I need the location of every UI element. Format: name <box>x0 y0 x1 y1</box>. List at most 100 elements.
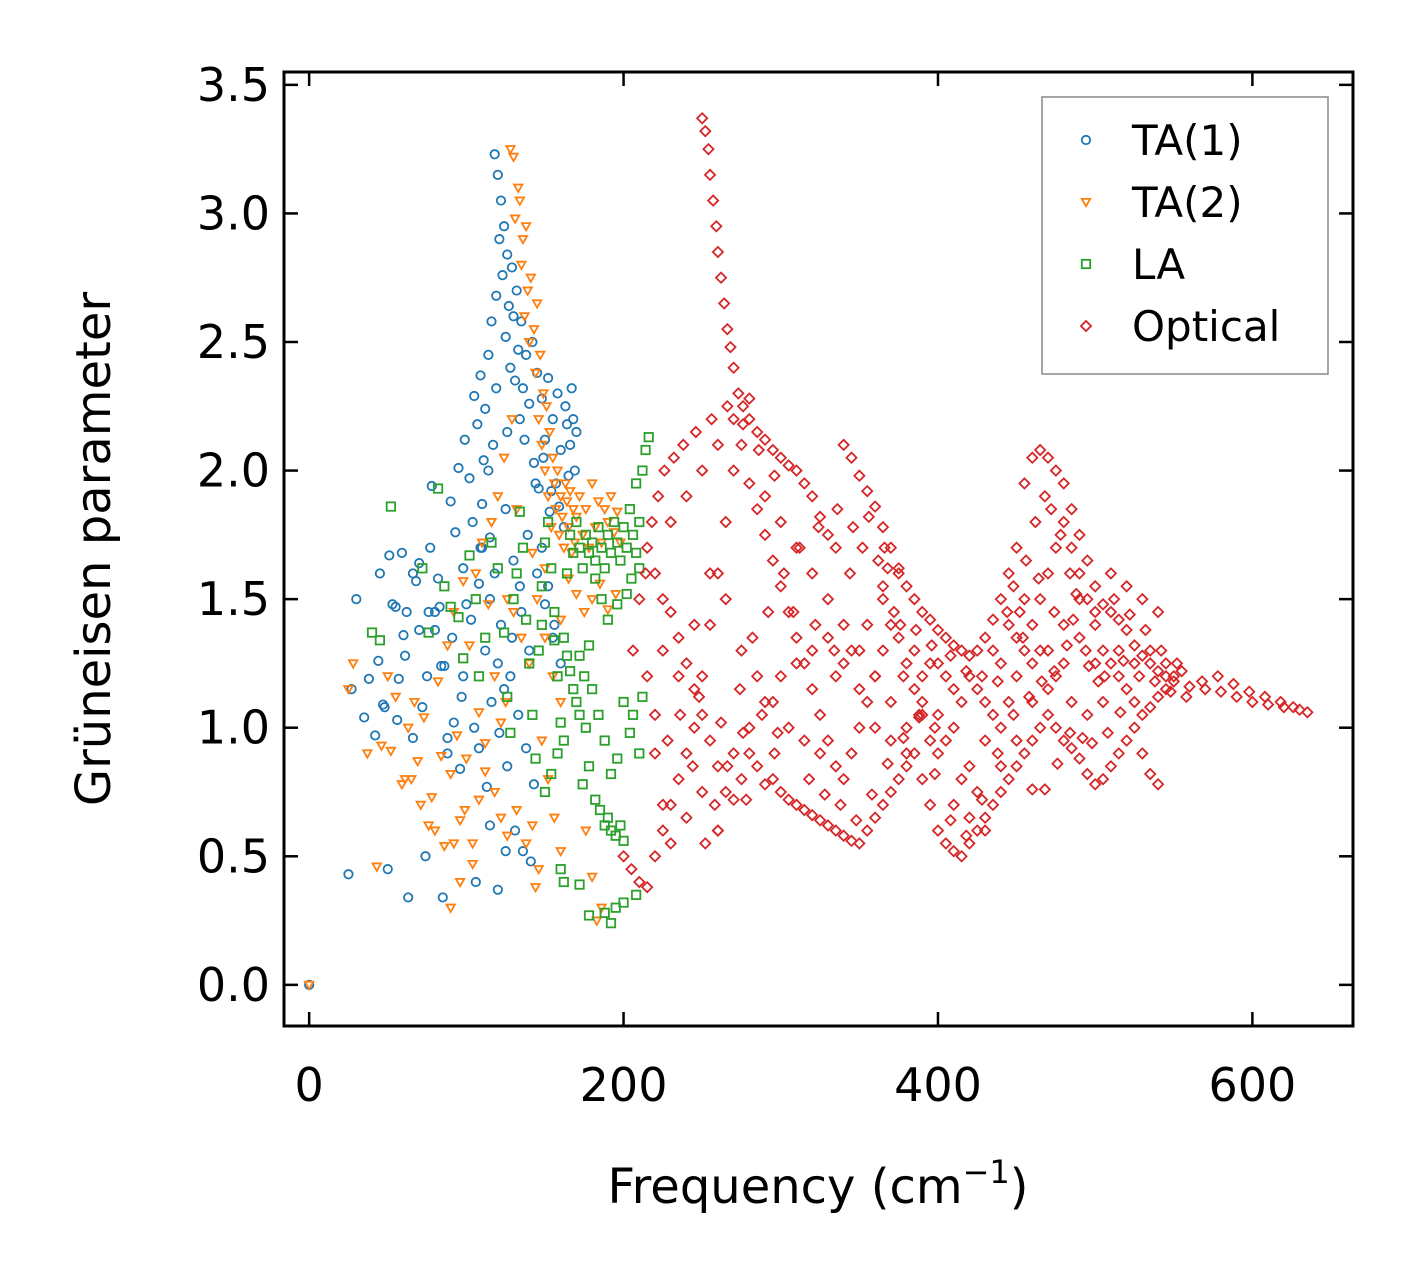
data-point <box>554 697 567 709</box>
data-point <box>514 581 525 592</box>
data-point <box>542 775 554 786</box>
data-point <box>520 839 532 850</box>
data-point <box>403 892 414 903</box>
data-point <box>821 819 835 832</box>
data-point <box>530 478 541 489</box>
data-point <box>514 506 525 517</box>
data-point <box>782 459 795 472</box>
data-point <box>892 561 905 575</box>
data-point <box>466 859 479 871</box>
data-point <box>498 627 510 638</box>
data-point <box>721 322 734 336</box>
data-point <box>591 916 603 927</box>
data-point <box>774 785 788 799</box>
data-point <box>695 111 709 125</box>
data-point <box>599 563 610 574</box>
data-point <box>464 473 475 484</box>
data-point <box>549 635 560 646</box>
data-point <box>545 523 558 534</box>
data-point <box>884 695 898 709</box>
data-point <box>939 837 953 850</box>
y-tick-label: 0.5 <box>197 829 270 883</box>
data-point <box>494 727 505 738</box>
data-point <box>865 788 879 801</box>
data-point <box>1041 451 1055 465</box>
data-point <box>407 568 419 579</box>
data-point <box>448 839 460 850</box>
data-point <box>473 795 485 806</box>
data-point <box>429 624 441 636</box>
data-point <box>502 761 513 772</box>
data-point <box>1085 736 1099 750</box>
data-point <box>473 708 485 719</box>
series-optical <box>617 111 1314 894</box>
data-point <box>1151 777 1165 791</box>
data-point <box>1104 605 1118 619</box>
data-point <box>1025 783 1039 796</box>
data-point <box>1057 477 1071 490</box>
data-point <box>540 402 553 413</box>
data-point <box>884 618 898 632</box>
legend-marker <box>1080 134 1092 146</box>
data-point <box>1057 618 1071 632</box>
data-point <box>743 747 756 760</box>
data-point <box>531 595 543 606</box>
y-tick-label: 2.0 <box>197 444 270 498</box>
data-point <box>562 523 575 534</box>
data-point <box>908 592 921 606</box>
data-point <box>536 440 548 451</box>
data-point <box>705 412 718 426</box>
x-axis-label: Frequency (cm−1) <box>607 1153 1028 1215</box>
data-point <box>743 721 756 735</box>
data-point <box>550 505 562 516</box>
data-point <box>531 299 543 310</box>
data-point <box>955 644 968 657</box>
data-point <box>1143 700 1157 714</box>
data-point <box>1246 695 1259 709</box>
data-point <box>923 613 937 627</box>
data-point <box>1025 657 1039 670</box>
data-point <box>586 479 598 490</box>
data-point <box>1258 690 1272 704</box>
data-point <box>915 695 929 709</box>
data-point <box>483 349 494 360</box>
data-point <box>1018 592 1031 606</box>
data-point <box>523 659 535 670</box>
data-point <box>915 772 929 786</box>
data-point <box>491 290 502 301</box>
data-point <box>648 849 662 863</box>
data-point <box>1063 567 1077 580</box>
data-point <box>1049 721 1063 735</box>
data-point <box>506 415 518 426</box>
data-point <box>787 605 800 619</box>
data-point <box>931 708 945 722</box>
data-point <box>695 708 709 722</box>
data-point <box>634 563 645 574</box>
data-point <box>555 864 566 875</box>
data-point <box>565 666 576 677</box>
data-point <box>524 398 535 409</box>
data-point <box>599 907 610 918</box>
data-point <box>959 664 973 678</box>
data-point <box>868 721 882 735</box>
data-point <box>568 414 579 425</box>
data-point <box>719 515 733 529</box>
data-point <box>908 682 921 696</box>
data-point <box>451 731 463 742</box>
data-point <box>717 297 731 310</box>
data-point <box>605 918 617 929</box>
data-point <box>485 517 498 529</box>
data-point <box>432 573 444 584</box>
data-point <box>631 889 642 900</box>
data-point <box>615 555 626 566</box>
data-point <box>750 502 764 516</box>
data-point <box>1120 734 1133 747</box>
data-point <box>1088 618 1102 632</box>
data-point <box>1120 682 1133 696</box>
data-point <box>618 835 629 846</box>
data-point <box>714 271 728 285</box>
data-point <box>1063 726 1077 740</box>
data-point <box>955 695 968 709</box>
data-point <box>590 573 601 584</box>
data-point <box>733 682 747 696</box>
